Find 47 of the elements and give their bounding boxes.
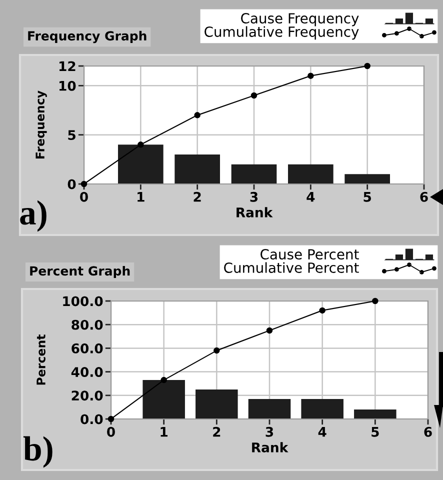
x-tick-label: 2: [194, 192, 201, 202]
point: [266, 327, 273, 334]
y-tick-label: 40.0: [71, 367, 103, 377]
x-axis-title: Rank: [236, 207, 273, 218]
x-tick-label: 0: [107, 426, 115, 437]
chart-title: Frequency Graph: [28, 30, 146, 44]
y-axis-title: Percent: [36, 334, 46, 385]
x-tick-label: 4: [306, 192, 315, 202]
point: [319, 307, 326, 314]
legend-label: Cumulative Frequency: [204, 26, 359, 40]
y-axis-title: Frequency: [36, 90, 47, 158]
point: [194, 112, 200, 118]
x-axis-title: Rank: [252, 442, 288, 452]
point: [214, 347, 220, 354]
y-tick-label: 60.0: [72, 343, 103, 354]
y-tick-label: 0: [68, 179, 76, 190]
y-tick-label: 20.0: [72, 390, 103, 401]
point: [108, 416, 114, 422]
y-tick-label: 5: [68, 130, 76, 140]
point: [364, 62, 370, 70]
x-tick-label: 1: [138, 192, 144, 202]
point: [308, 72, 314, 79]
x-tick-label: 6: [420, 192, 428, 202]
point: [250, 92, 258, 99]
legend-label: Cumulative Percent: [224, 262, 359, 273]
x-tick-label: 5: [372, 427, 379, 437]
x-tick-label: 4: [318, 427, 326, 437]
legend-label: Cause Percent: [260, 249, 359, 260]
y-tick-label: 0.0: [80, 414, 103, 424]
text: b): [23, 436, 52, 468]
text: a): [20, 200, 46, 232]
x-tick-label: 1: [160, 427, 168, 437]
legend-label: Cause Frequency: [241, 13, 359, 26]
chart-title: Percent Graph: [30, 266, 130, 278]
x-tick-label: 2: [213, 426, 220, 437]
point: [160, 376, 167, 384]
point: [80, 180, 88, 188]
x-tick-label: 6: [424, 426, 432, 437]
x-tick-label: 3: [266, 426, 274, 437]
x-tick-label: 5: [364, 192, 371, 202]
point: [372, 298, 378, 304]
y-tick-label: 80.0: [72, 320, 103, 330]
y-tick-label: 12: [59, 61, 76, 72]
y-tick-label: 100.0: [63, 296, 103, 306]
y-tick-label: 10: [59, 80, 76, 91]
point: [138, 142, 144, 148]
x-tick-label: 3: [250, 192, 258, 202]
